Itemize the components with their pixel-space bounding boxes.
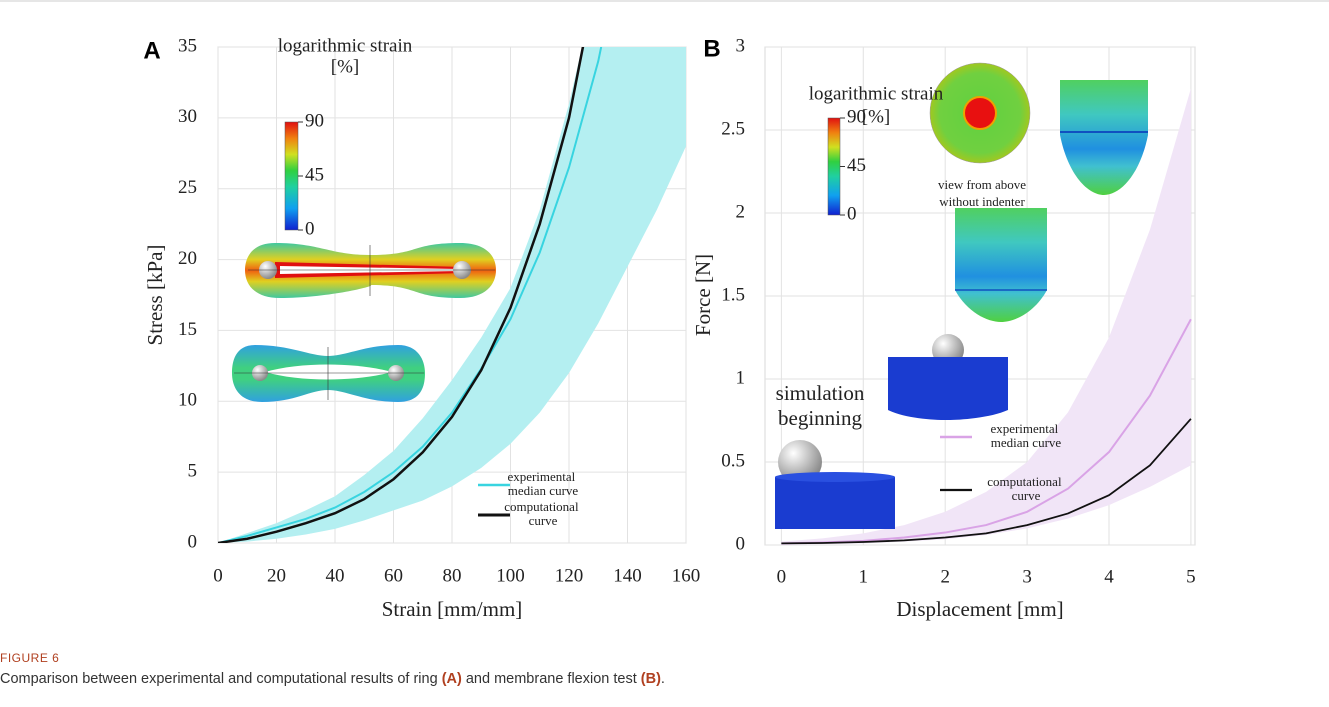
x-tick-label: 120 xyxy=(555,565,584,586)
ring-initial xyxy=(232,345,425,402)
y-tick-label: 15 xyxy=(178,319,197,340)
annotation: without indenter xyxy=(939,194,1025,209)
membrane-mid xyxy=(955,208,1047,322)
x-tick-label: 60 xyxy=(384,565,403,586)
colorbar-title: logarithmic strain xyxy=(278,35,413,56)
x-tick-label: 0 xyxy=(213,565,223,586)
x-axis-title: Displacement [mm] xyxy=(896,597,1063,621)
colorbar-tick-label: 0 xyxy=(305,218,315,239)
caption-part: (A) xyxy=(442,671,462,687)
colorbar-tick-label: 90 xyxy=(847,106,866,127)
x-tick-label: 80 xyxy=(443,565,462,586)
caption-part: (B) xyxy=(641,671,661,687)
annotation: beginning xyxy=(778,406,862,430)
colorbar-title: logarithmic strain xyxy=(809,83,944,104)
x-tick-label: 2 xyxy=(940,566,950,587)
y-tick-label: 2.5 xyxy=(721,118,745,139)
y-tick-label: 10 xyxy=(178,390,197,411)
y-tick-label: 20 xyxy=(178,248,197,269)
ring-stretched xyxy=(245,243,496,298)
y-tick-label: 0 xyxy=(736,533,746,554)
colorbar-tick-label: 90 xyxy=(305,110,324,131)
legend-label: experimental median curve xyxy=(507,469,578,498)
colorbar-tick-label: 0 xyxy=(847,203,857,224)
y-tick-label: 30 xyxy=(178,106,197,127)
annotation: view from above xyxy=(938,177,1026,192)
y-tick-label: 2 xyxy=(736,201,746,222)
caption-label: FIGURE 6 xyxy=(0,651,59,665)
membrane-top-view xyxy=(930,63,1030,163)
colorbar-tick-label: 45 xyxy=(847,155,866,176)
x-tick-label: 140 xyxy=(613,565,642,586)
x-tick-label: 40 xyxy=(326,565,345,586)
x-tick-label: 160 xyxy=(672,565,701,586)
y-axis-title: Force [N] xyxy=(691,254,715,336)
legend-label: experimental median curve xyxy=(990,421,1061,450)
annotation: simulation xyxy=(776,381,865,405)
x-tick-label: 4 xyxy=(1104,566,1114,587)
x-tick-label: 1 xyxy=(859,566,869,587)
figure-page: 05101520253035020406080100120140160exper… xyxy=(0,0,1329,707)
x-axis-title: Strain [mm/mm] xyxy=(382,597,523,621)
indenter-start xyxy=(775,440,895,529)
y-tick-label: 25 xyxy=(178,177,197,198)
y-tick-label: 1 xyxy=(736,367,746,388)
y-tick-label: 5 xyxy=(188,461,198,482)
x-tick-label: 5 xyxy=(1186,566,1196,587)
y-tick-label: 3 xyxy=(736,35,746,56)
y-tick-label: 0.5 xyxy=(721,450,745,471)
colorbar-title: [%] xyxy=(331,56,359,77)
x-tick-label: 3 xyxy=(1022,566,1032,587)
colorbar-title: [%] xyxy=(862,106,890,127)
panel-label: A xyxy=(143,37,160,64)
legend-label: computational curve xyxy=(504,499,582,528)
x-tick-label: 100 xyxy=(496,565,525,586)
caption-part: . xyxy=(661,671,665,687)
y-axis-title: Stress [kPa] xyxy=(143,245,167,346)
y-tick-label: 1.5 xyxy=(721,284,745,305)
x-tick-label: 20 xyxy=(267,565,286,586)
y-tick-label: 0 xyxy=(188,531,198,552)
colorbar-tick-label: 45 xyxy=(305,164,324,185)
caption-part: and membrane flexion test xyxy=(462,671,641,687)
indenter-mid xyxy=(888,334,1008,420)
y-tick-label: 35 xyxy=(178,35,197,56)
colorbar xyxy=(285,122,298,230)
membrane-deformed xyxy=(1060,80,1148,195)
caption-part: Comparison between experimental and comp… xyxy=(0,671,442,687)
panel-label: B xyxy=(703,35,720,62)
caption-text: Comparison between experimental and comp… xyxy=(0,671,665,687)
colorbar xyxy=(828,118,840,215)
x-tick-label: 0 xyxy=(777,566,787,587)
